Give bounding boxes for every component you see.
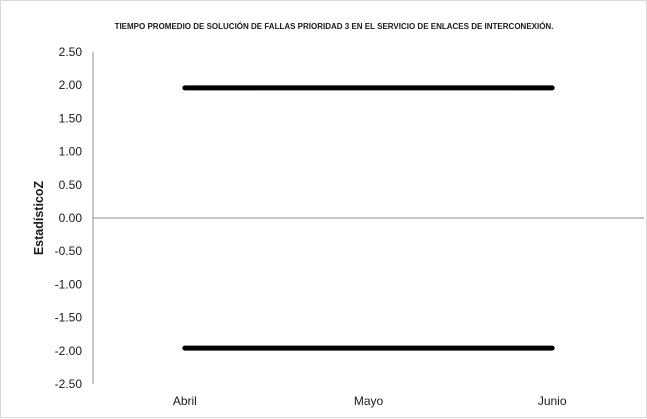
- y-tick-label: -1.00: [55, 277, 83, 291]
- x-tick-label: Abril: [173, 394, 197, 408]
- x-tick-label: Mayo: [354, 394, 384, 408]
- y-tick-label: 1.50: [59, 111, 83, 125]
- x-axis-ticks: Abril Mayo Junio: [173, 394, 567, 408]
- x-tick-label: Junio: [538, 394, 567, 408]
- y-tick-label: 2.50: [59, 45, 83, 59]
- y-tick-label: 2.00: [59, 78, 83, 92]
- y-tick-label: -1.50: [55, 311, 83, 325]
- y-tick-label: -2.50: [55, 377, 83, 391]
- y-tick-label: 1.00: [59, 145, 83, 159]
- series-layer: [182, 85, 555, 351]
- y-tick-label: 0.50: [59, 178, 83, 192]
- y-axis-ticks: 2.50 2.00 1.50 1.00 0.50 0.00 -0.50 -1.00 -1.50 -…: [55, 45, 83, 391]
- y-tick-label: 0.00: [59, 211, 83, 225]
- y-tick-label: -0.50: [55, 244, 83, 258]
- chart-title: TIEMPO PROMEDIO DE SOLUCIÓN DE FALLAS PR…: [115, 22, 554, 31]
- y-axis-title: EstadísticoZ: [32, 180, 46, 255]
- y-tick-label: -2.00: [55, 344, 83, 358]
